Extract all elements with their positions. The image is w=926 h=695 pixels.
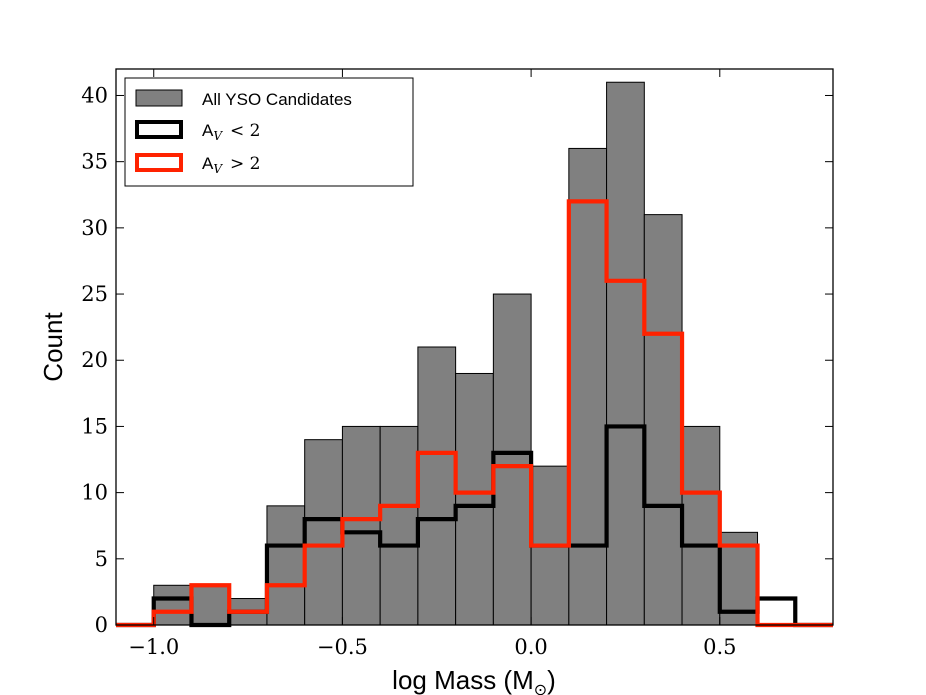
- y-tick-label: 15: [81, 414, 108, 438]
- x-axis-label: log Mass (M⊙): [392, 665, 556, 695]
- x-axis-label-main: log Mass (M: [392, 665, 534, 695]
- histogram-bar: [643, 214, 683, 626]
- x-axis-label-close: ): [547, 665, 556, 695]
- legend-label-all: All YSO Candidates: [202, 90, 352, 109]
- plot-frame: [115, 68, 834, 626]
- histogram-bar: [417, 346, 457, 626]
- histogram-bar: [153, 584, 192, 626]
- histogram-bar: [568, 147, 608, 626]
- legend: All YSO Candidates AV < 2 AV > 2: [124, 77, 414, 187]
- step-series-layer: [116, 199, 833, 628]
- legend-swatch-av-lt-2: [135, 120, 183, 139]
- histogram-bar: [492, 293, 532, 626]
- histogram-bar: [266, 505, 306, 626]
- x-tick-label: 0.5: [703, 635, 736, 659]
- x-axis-label-sub: ⊙: [534, 682, 547, 695]
- legend-label-av-gt-2: AV > 2: [202, 154, 260, 176]
- histogram-bar: [455, 372, 494, 626]
- histogram-bar: [681, 425, 721, 626]
- y-tick-label: 30: [81, 216, 108, 240]
- y-tick-label: 40: [81, 83, 108, 107]
- y-axis-label: Count: [38, 312, 68, 382]
- ticks-layer: −1.0 −0.5 0.0 0.5 0 5 10 15 20 25 30 35 40: [81, 69, 833, 659]
- y-tick-label: 35: [81, 150, 108, 174]
- legend-swatch-av-gt-2: [135, 153, 183, 172]
- legend-label-av-lt-2: AV < 2: [202, 121, 260, 143]
- histogram-bar: [190, 584, 230, 626]
- series-av-gt-2-step: [116, 199, 833, 628]
- histogram-bar: [606, 81, 645, 626]
- y-tick-label: 10: [81, 481, 108, 505]
- x-tick-label: 0.0: [514, 635, 547, 659]
- y-tick-label: 20: [81, 348, 108, 372]
- y-tick-label: 25: [81, 282, 108, 306]
- x-tick-label: −0.5: [317, 635, 368, 659]
- histogram-bar: [379, 425, 419, 626]
- y-tick-label: 0: [95, 613, 108, 637]
- legend-swatch-all: [135, 89, 183, 107]
- histogram-bar: [304, 439, 343, 626]
- x-tick-label: −1.0: [128, 635, 179, 659]
- histogram-bar: [341, 425, 381, 626]
- y-tick-label: 5: [95, 547, 108, 571]
